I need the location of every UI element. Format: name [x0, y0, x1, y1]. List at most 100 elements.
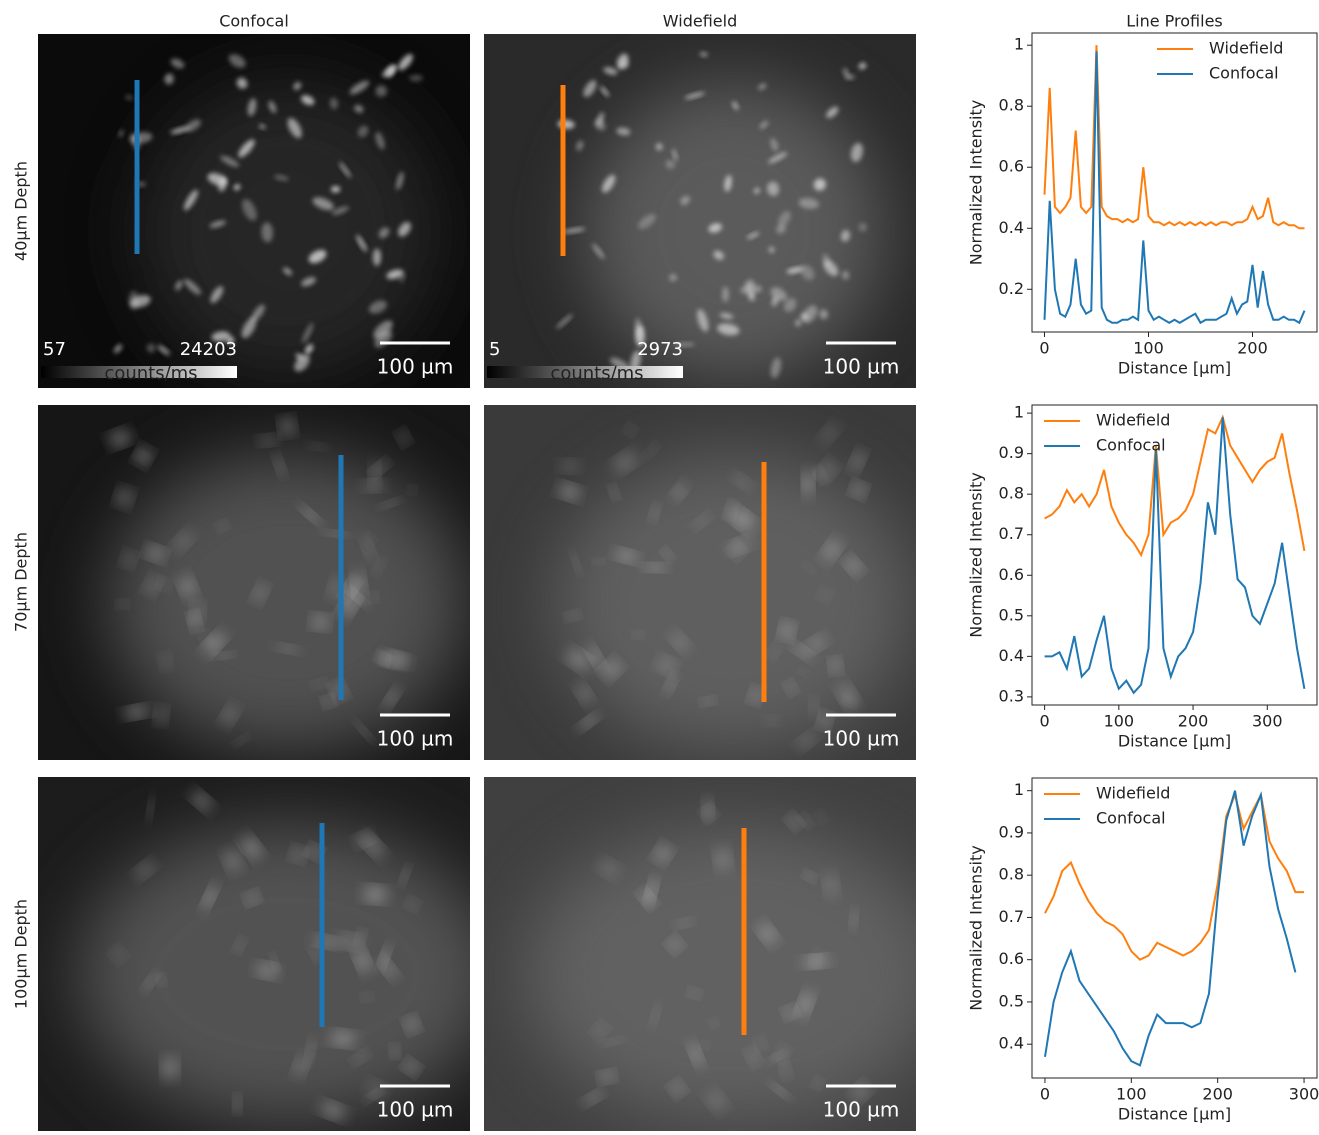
feature — [772, 1084, 788, 1097]
x-axis-label: Distance [µm] — [1118, 732, 1231, 751]
feature — [324, 697, 333, 706]
feature — [656, 846, 669, 861]
feature — [751, 689, 761, 702]
feature — [851, 911, 857, 928]
feature — [190, 615, 199, 628]
y-tick-label: 0.4 — [999, 1034, 1024, 1053]
feature — [302, 322, 314, 344]
colorbar — [487, 366, 683, 378]
feature — [821, 425, 837, 442]
x-tick-label: 100 — [1104, 712, 1135, 731]
y-tick-label: 1 — [1014, 35, 1024, 54]
feature — [261, 222, 274, 243]
plot-frame — [1031, 777, 1318, 1079]
feature — [382, 499, 399, 507]
feature — [123, 553, 134, 566]
feature — [666, 677, 676, 692]
y-tick-label: 0.7 — [999, 907, 1024, 926]
feature — [405, 1062, 417, 1073]
feature — [556, 314, 573, 329]
y-tick-label: 0.4 — [999, 646, 1024, 665]
feature — [272, 957, 278, 968]
feature — [800, 313, 809, 321]
feature — [567, 651, 589, 669]
feature — [113, 949, 124, 960]
feature — [802, 816, 811, 826]
feature — [354, 1053, 367, 1063]
row-label: 100µm Depth — [12, 899, 31, 1009]
feature — [343, 581, 356, 597]
feature — [811, 957, 819, 967]
haze — [108, 452, 468, 753]
feature — [756, 1039, 765, 1049]
series-line — [1044, 414, 1306, 558]
colorbar-max: 24203 — [180, 339, 237, 360]
feature — [330, 186, 341, 193]
feature — [816, 469, 824, 480]
image — [484, 34, 916, 388]
feature — [408, 900, 417, 909]
feature — [770, 357, 781, 379]
feature — [673, 484, 686, 498]
feature — [781, 624, 793, 638]
feature — [732, 101, 739, 111]
row-label: 40µm Depth — [12, 161, 31, 261]
feature — [724, 175, 732, 192]
feature — [690, 990, 699, 997]
feature — [727, 504, 735, 517]
y-tick-label: 0.5 — [999, 991, 1024, 1010]
feature — [130, 295, 151, 308]
feature — [274, 174, 289, 181]
y-axis-label: Normalized Intensity — [967, 100, 986, 265]
feature — [717, 323, 740, 336]
feature — [645, 564, 665, 571]
feature — [362, 538, 374, 560]
y-tick-label: 0.7 — [999, 524, 1024, 543]
feature — [241, 317, 257, 339]
feature — [268, 100, 277, 114]
feature — [304, 344, 314, 355]
feature — [744, 279, 755, 291]
feature — [330, 1033, 355, 1045]
feature — [295, 1058, 307, 1075]
feature — [156, 708, 166, 722]
feature — [703, 808, 714, 818]
feature — [824, 541, 839, 559]
feature — [592, 243, 605, 260]
feature — [731, 545, 742, 556]
colorbar-unit: counts/ms — [550, 363, 643, 384]
feature — [223, 707, 236, 724]
feature — [674, 342, 695, 347]
feature — [398, 221, 411, 237]
feature — [118, 601, 127, 608]
feature — [611, 487, 618, 497]
feature — [820, 590, 829, 600]
haze — [554, 452, 914, 753]
feature — [677, 920, 691, 927]
feature — [760, 925, 775, 942]
feature — [853, 1085, 867, 1099]
x-tick-label: 100 — [1133, 339, 1164, 358]
feature — [717, 848, 729, 870]
feature — [651, 1005, 659, 1026]
legend-label: Widefield — [1209, 39, 1283, 58]
scale-bar-label: 100 µm — [377, 727, 454, 751]
haze — [524, 824, 916, 1124]
feature — [164, 1058, 176, 1078]
feature — [655, 143, 663, 151]
feature — [799, 735, 814, 748]
y-tick-label: 0.8 — [999, 865, 1024, 884]
feature — [817, 813, 825, 822]
scale-bar-label: 100 µm — [823, 1098, 900, 1122]
feature — [157, 345, 170, 356]
feature — [409, 74, 423, 82]
x-tick-label: 300 — [1252, 712, 1283, 731]
feature — [385, 690, 398, 707]
feature — [663, 550, 672, 559]
feature — [647, 880, 656, 902]
feature — [260, 436, 275, 445]
feature — [364, 481, 384, 490]
chart-title: Line Profiles — [1126, 12, 1223, 31]
feature — [161, 655, 170, 668]
feature — [375, 131, 385, 150]
